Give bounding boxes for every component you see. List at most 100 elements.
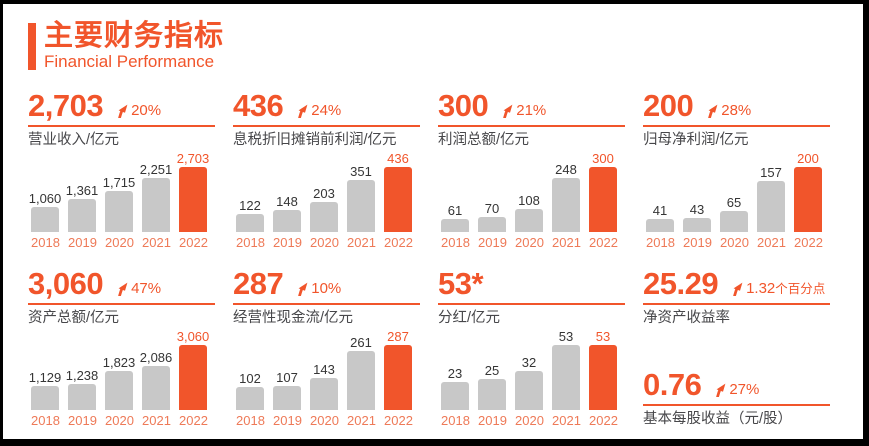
bar-value-label: 287 — [387, 329, 409, 344]
bar-value-label: 2,251 — [139, 162, 173, 177]
year-label: 2021 — [347, 235, 376, 250]
years-row: 2018 2019 2020 2021 2022 — [236, 413, 420, 428]
kpi-headline: 287 10% — [233, 268, 420, 299]
up-arrow-icon — [118, 282, 128, 296]
bar — [478, 217, 506, 232]
bar — [757, 181, 785, 232]
bar-highlighted — [179, 167, 207, 232]
year-label: 2019 — [68, 413, 97, 428]
bars-row: 1,129 1,238 1,823 2,086 3,060 — [29, 329, 215, 410]
year-label: 2018 — [236, 413, 265, 428]
bar-column: 3,060 — [177, 329, 209, 410]
bar-column: 143 — [310, 362, 338, 410]
kpi-value: 300 — [438, 88, 489, 123]
bar-column: 203 — [310, 186, 338, 232]
bar-value-label: 43 — [689, 202, 705, 217]
bar-value-label: 157 — [760, 165, 782, 180]
bar — [683, 218, 711, 232]
page-title: 主要财务指标 — [44, 20, 225, 52]
bar-column: 107 — [273, 370, 301, 410]
bar — [646, 219, 674, 232]
kpi-label: 资产总额/亿元 — [28, 310, 120, 326]
bar-chart-total-assets: 1,129 1,238 1,823 2,086 3,060 2018 2019 2020 20… — [29, 329, 215, 428]
bars-row: 122 148 203 351 436 — [236, 151, 420, 232]
kpi-change-value: 47% — [131, 280, 162, 297]
bars-row: 41 43 65 157 200 — [646, 151, 830, 232]
year-label: 2018 — [31, 413, 60, 428]
bars-row: 23 25 32 53 53 — [441, 329, 625, 410]
bar-column: 23 — [441, 366, 469, 410]
bar — [142, 178, 170, 232]
divider — [28, 303, 215, 305]
bar-value-label: 1,823 — [102, 355, 136, 370]
kpi-label: 分红/亿元 — [438, 310, 501, 326]
years-row: 2018 2019 2020 2021 2022 — [31, 413, 215, 428]
year-label: 2019 — [478, 235, 507, 250]
bar-chart-revenue: 1,060 1,361 1,715 2,251 2,703 2018 2019 2020 20… — [29, 151, 215, 250]
year-label: 2018 — [441, 235, 470, 250]
bar — [273, 386, 301, 410]
bar-value-label: 351 — [350, 164, 372, 179]
metric-eps: 0.76 27% 基本每股收益（元/股） — [643, 369, 830, 428]
bar-column: 1,129 — [29, 370, 61, 410]
kpi-panel-total-assets: 3,060 47% 资产总额/亿元 1,129 1,238 1,823 2,086 3,… — [28, 268, 215, 428]
year-label: 2022 — [179, 413, 208, 428]
bar-column: 2,251 — [139, 162, 173, 232]
kpi-headline: 3,060 47% — [28, 268, 215, 299]
bar-value-label: 32 — [521, 355, 537, 370]
bar-value-label: 261 — [350, 335, 372, 350]
kpi-headline: 0.76 27% — [643, 369, 830, 400]
bar-chart-operating-cashflow: 102 107 143 261 287 2018 2019 2020 2021 2022 — [236, 329, 420, 428]
year-label: 2020 — [515, 235, 544, 250]
bar-column: 102 — [236, 371, 264, 410]
divider — [643, 303, 830, 305]
bar-highlighted — [179, 345, 207, 410]
kpi-headline: 25.29 1.32 个百分点 — [643, 268, 830, 299]
kpi-value: 25.29 — [643, 266, 719, 301]
bar-column: 300 — [589, 151, 617, 232]
bar — [515, 209, 543, 232]
kpi-panel-dividend: 53* 分红/亿元 23 25 32 53 53 2018 2019 2020 2021 202… — [438, 268, 625, 428]
year-label: 2021 — [347, 413, 376, 428]
bar — [105, 191, 133, 232]
bar-column: 53 — [589, 329, 617, 410]
bar — [236, 387, 264, 410]
kpi-label: 净资产收益率 — [643, 310, 730, 326]
up-arrow-icon — [503, 104, 513, 118]
kpi-panel-total-profit: 300 21% 利润总额/亿元 61 70 108 248 300 2018 2019 20… — [438, 90, 625, 250]
bar-value-label: 300 — [592, 151, 614, 166]
kpi-label: 利润总额/亿元 — [438, 132, 530, 148]
bars-row: 61 70 108 248 300 — [441, 151, 625, 232]
bar-highlighted — [589, 345, 617, 410]
year-label: 2022 — [794, 235, 823, 250]
bar-value-label: 108 — [518, 193, 540, 208]
kpi-label: 经营性现金流/亿元 — [233, 310, 354, 326]
bar-column: 287 — [384, 329, 412, 410]
kpi-label: 营业收入/亿元 — [28, 132, 120, 148]
kpi-change: 10% — [297, 281, 341, 297]
title-accent-bar — [28, 23, 36, 70]
years-row: 2018 2019 2020 2021 2022 — [31, 235, 215, 250]
bar-value-label: 148 — [276, 194, 298, 209]
bar-chart-net-profit: 41 43 65 157 200 2018 2019 2020 2021 2022 — [646, 151, 830, 250]
bar-value-label: 25 — [484, 363, 500, 378]
bar — [68, 384, 96, 410]
year-label: 2020 — [310, 413, 339, 428]
kpi-value: 3,060 — [28, 266, 104, 301]
kpi-value: 287 — [233, 266, 284, 301]
divider — [643, 404, 830, 406]
year-label: 2020 — [310, 235, 339, 250]
bar-column: 1,715 — [103, 175, 135, 232]
bar-value-label: 107 — [276, 370, 298, 385]
up-arrow-icon — [733, 282, 743, 296]
bar-column: 1,060 — [29, 191, 61, 232]
bar-value-label: 122 — [239, 198, 261, 213]
kpi-headline: 436 24% — [233, 90, 420, 121]
kpi-panel-revenue: 2,703 20% 营业收入/亿元 1,060 1,361 1,715 2,251 2,… — [28, 90, 215, 250]
year-label: 2022 — [179, 235, 208, 250]
year-label: 2019 — [273, 235, 302, 250]
bar-column: 43 — [683, 202, 711, 232]
kpi-change: 21% — [502, 103, 546, 119]
metric-roe: 25.29 1.32 个百分点 净资产收益率 — [643, 268, 830, 327]
bar — [441, 382, 469, 410]
